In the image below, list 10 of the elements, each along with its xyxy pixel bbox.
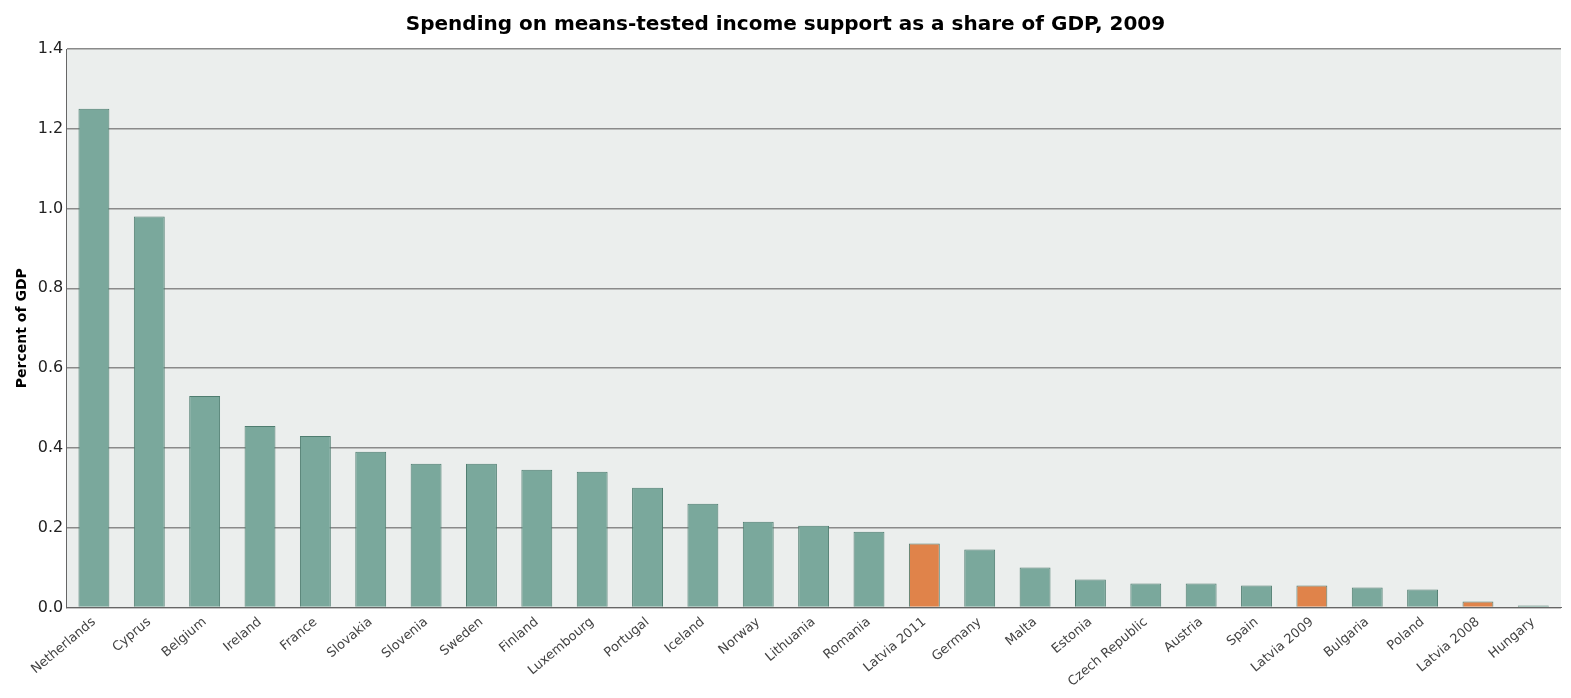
y-tick-label: 0.8 bbox=[37, 277, 64, 297]
y-tick-label: 1.4 bbox=[37, 38, 64, 58]
y-axis-title: Percent of GDP bbox=[13, 268, 30, 389]
y-tick-label: 1.0 bbox=[37, 197, 64, 217]
y-tick-label: 0.6 bbox=[37, 357, 64, 377]
y-tick-label: 0.4 bbox=[37, 437, 64, 457]
y-tick-label: 0.0 bbox=[37, 596, 64, 616]
y-tick-label: 1.2 bbox=[37, 117, 64, 137]
y-tick-label: 0.2 bbox=[37, 516, 64, 536]
chart-title: Spending on means-tested income support as a share of GDP, 2009 bbox=[405, 11, 1166, 36]
